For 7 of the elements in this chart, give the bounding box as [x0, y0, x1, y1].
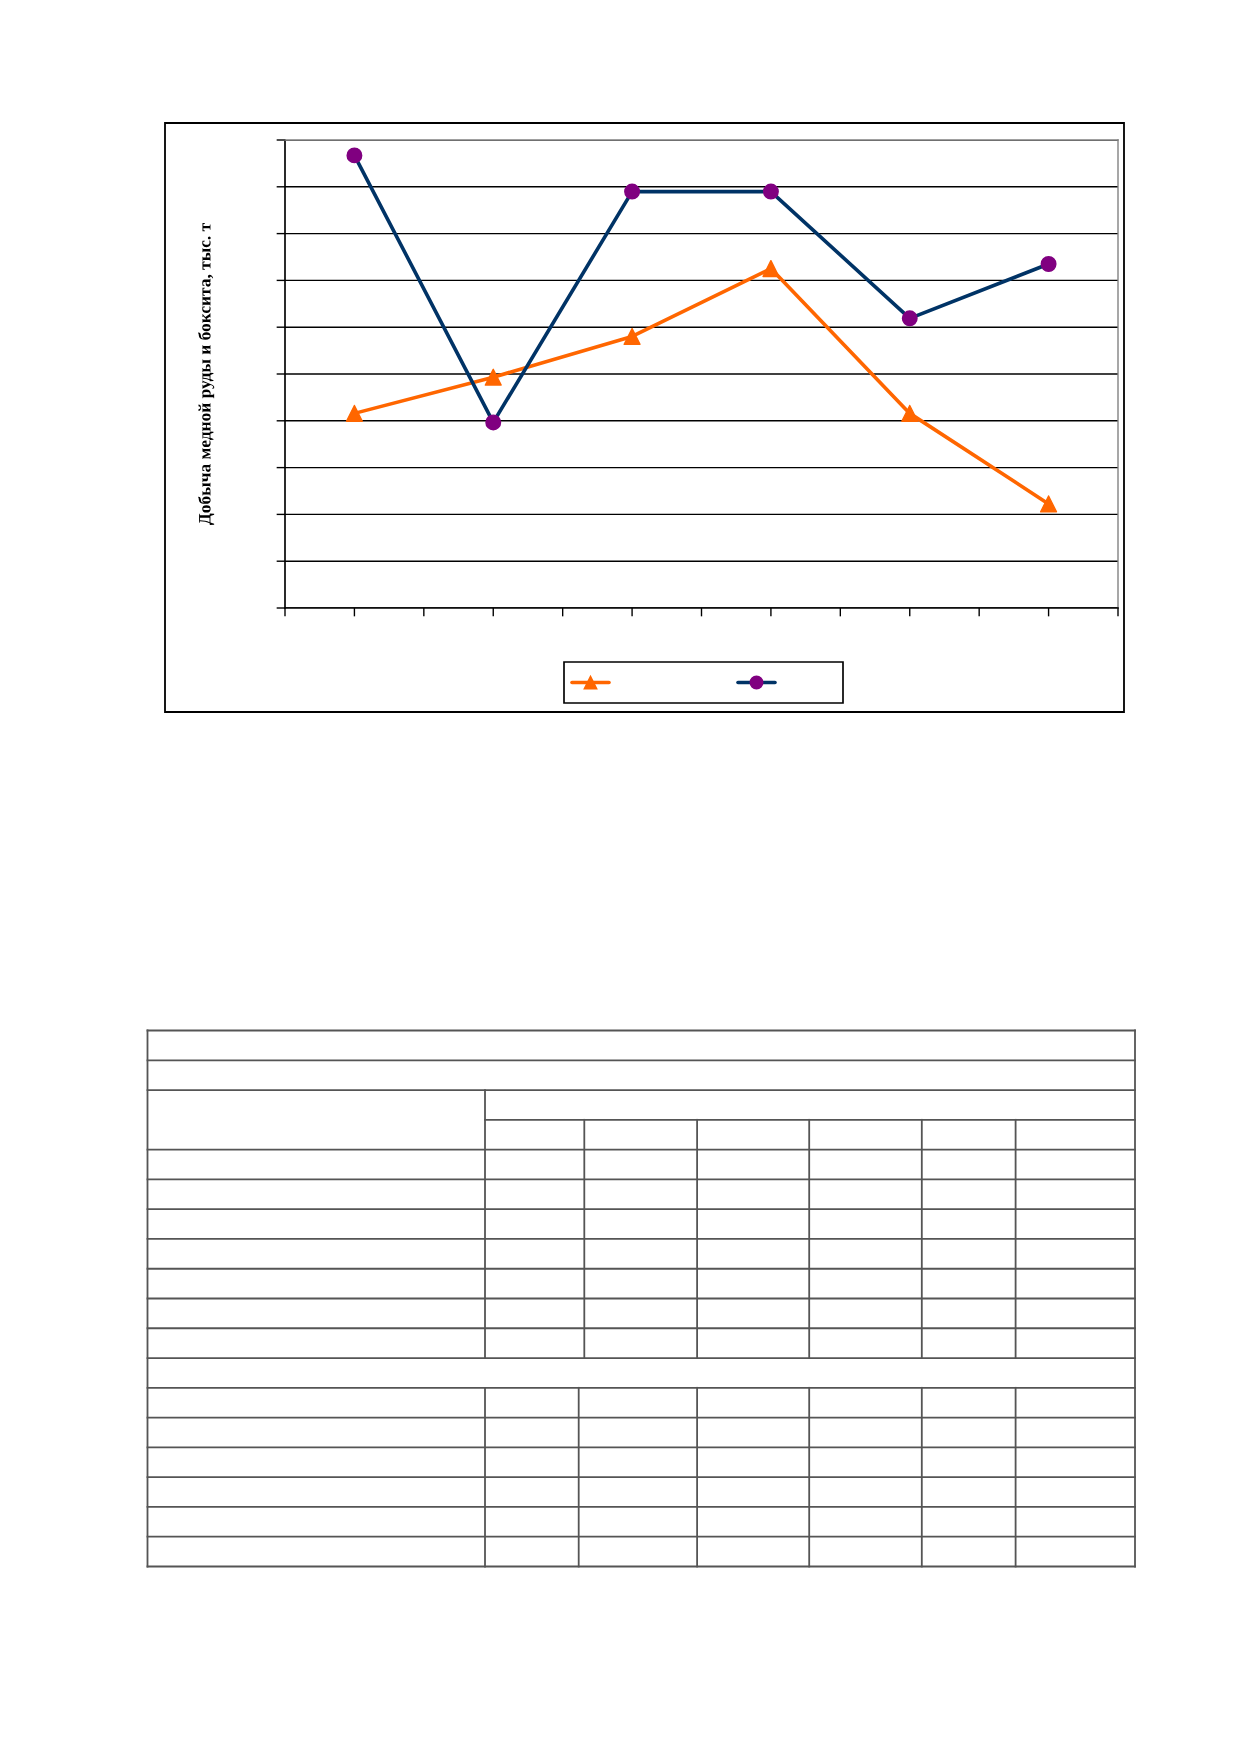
point [762, 259, 780, 278]
point [484, 368, 502, 386]
point [623, 327, 641, 346]
point [1039, 495, 1058, 513]
point [345, 404, 364, 422]
point [901, 404, 919, 422]
y-axis-title: Добыча медной руды и боксита, тыс. т [198, 223, 215, 526]
